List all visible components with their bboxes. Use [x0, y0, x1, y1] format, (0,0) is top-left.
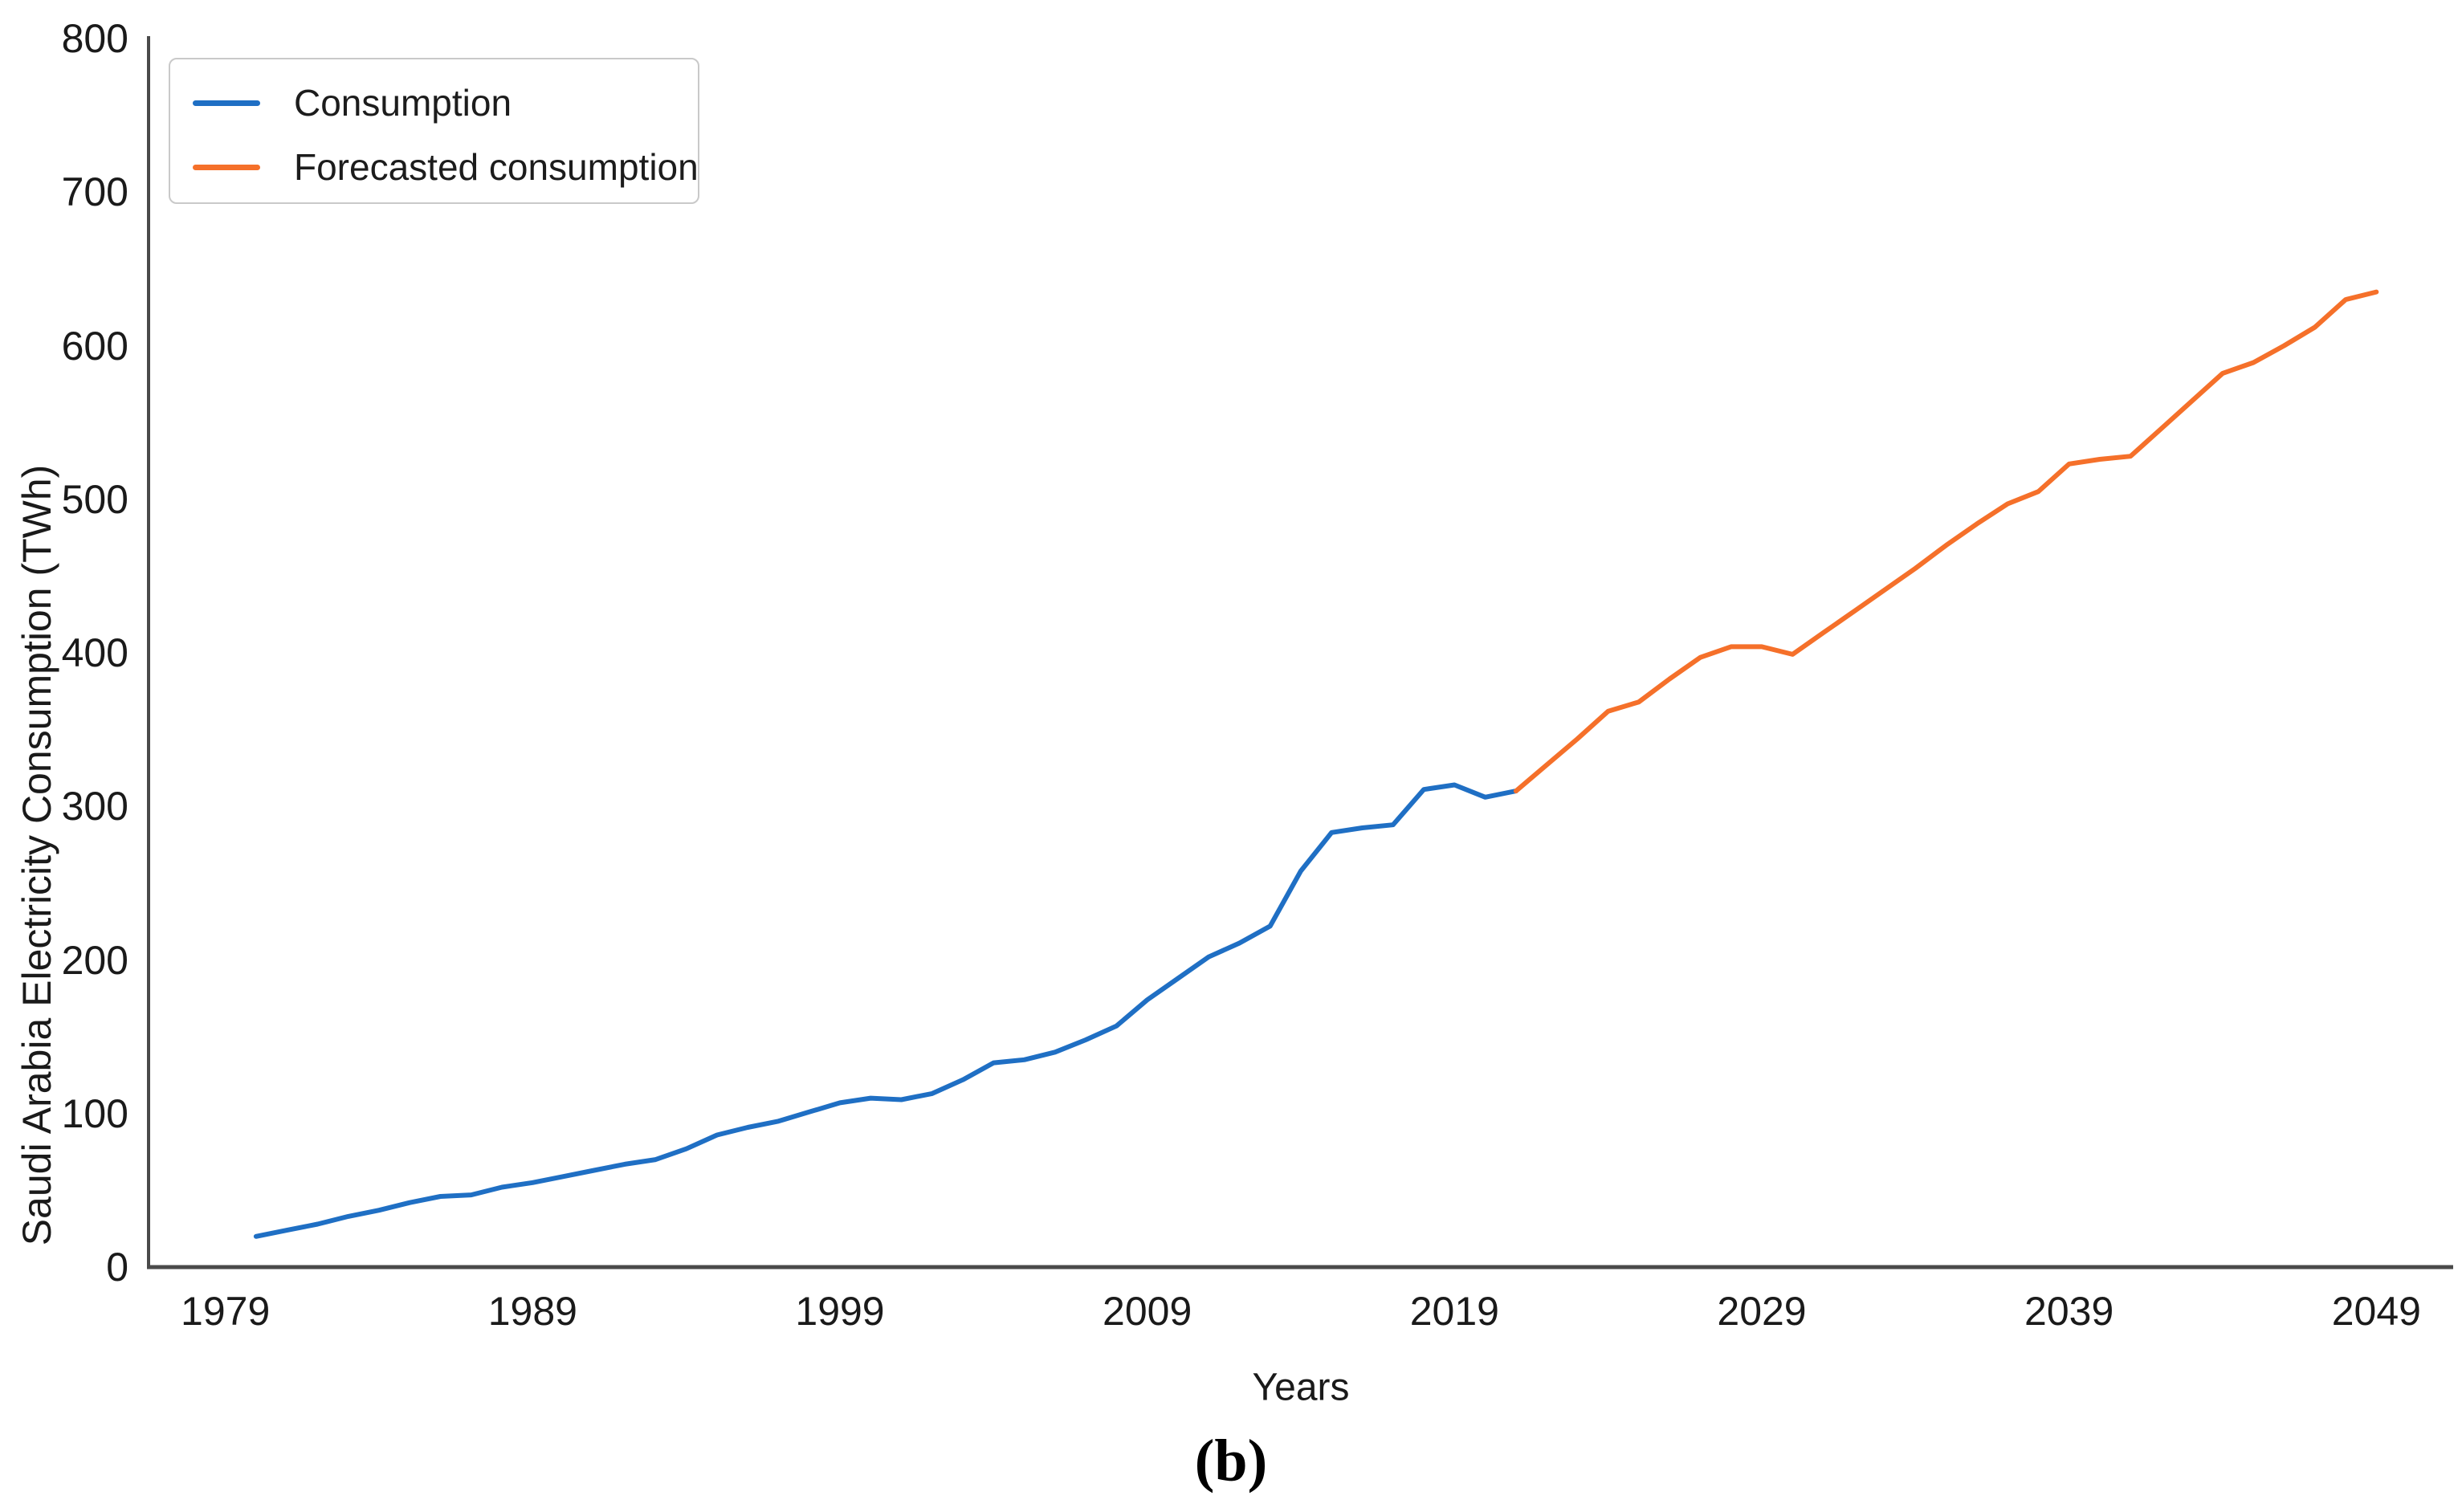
y-tick-label-600: 600 [61, 323, 128, 369]
forecasted-consumption-line [1513, 289, 2379, 794]
x-tick-label-2029: 2029 [1717, 1289, 1807, 1334]
y-tick-label-500: 500 [61, 476, 128, 522]
legend-item-forecasted-consumption: Forecasted consumption [193, 135, 699, 199]
y-axis-title: Saudi Arabia Electricity Consumption (TW… [14, 464, 59, 1246]
y-tick-label-400: 400 [61, 630, 128, 675]
y-tick-label-200: 200 [61, 937, 128, 983]
x-tick-label-2009: 2009 [1103, 1289, 1192, 1334]
y-tick-label-800: 800 [61, 16, 128, 61]
x-tick-label-1989: 1989 [487, 1289, 577, 1334]
x-tick-label-2039: 2039 [2024, 1289, 2114, 1334]
legend-label-consumption: Consumption [294, 82, 512, 124]
y-tick-label-300: 300 [61, 784, 128, 829]
x-tick-label-2049: 2049 [2331, 1289, 2421, 1334]
x-tick-label-1999: 1999 [795, 1289, 885, 1334]
consumption-line [253, 782, 1518, 1239]
legend-item-consumption: Consumption [193, 71, 698, 135]
y-tick-label-0: 0 [106, 1245, 128, 1290]
subfigure-label: (b) [1194, 1428, 1268, 1494]
x-tick-label-1979: 1979 [181, 1289, 271, 1334]
x-axis-title: Years [1252, 1366, 1350, 1409]
legend-label-forecasted-consumption: Forecasted consumption [294, 146, 699, 188]
y-tick-label-100: 100 [61, 1090, 128, 1136]
legend: Consumption Forecasted consumption [169, 58, 699, 204]
consumption-line-swatch [193, 100, 260, 106]
forecasted-consumption-line-swatch [193, 164, 260, 170]
x-tick-label-2019: 2019 [1409, 1289, 1499, 1334]
y-tick-label-700: 700 [61, 169, 128, 215]
